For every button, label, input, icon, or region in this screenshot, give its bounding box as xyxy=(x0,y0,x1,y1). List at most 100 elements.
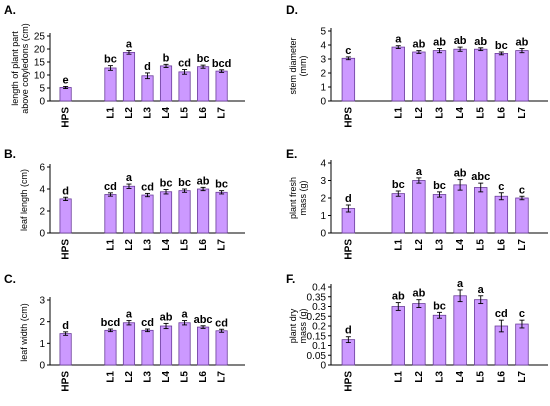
category-label: L5 xyxy=(476,371,487,383)
y-tick-label: 5 xyxy=(39,84,45,95)
panel-letter: E. xyxy=(286,147,297,161)
significance-label: cd xyxy=(141,181,154,193)
significance-label: ab xyxy=(412,288,425,300)
bar xyxy=(59,87,72,102)
y-tick-label: 4 xyxy=(320,41,326,52)
panel-letter: C. xyxy=(4,272,16,286)
significance-label: ab xyxy=(454,168,467,180)
significance-label: bc xyxy=(215,179,228,191)
category-label: L7 xyxy=(217,239,228,251)
significance-label: a xyxy=(416,166,423,178)
category-label: L7 xyxy=(517,239,528,251)
category-label: L1 xyxy=(105,107,116,119)
significance-label: ab xyxy=(412,39,425,51)
significance-label: c xyxy=(519,308,525,320)
bar xyxy=(453,184,467,234)
significance-label: bc xyxy=(433,180,446,192)
category-label: L1 xyxy=(105,239,116,251)
bar xyxy=(412,51,426,102)
significance-label: cd xyxy=(495,308,508,320)
significance-label: c xyxy=(519,184,525,196)
significance-label: bcd xyxy=(212,58,232,70)
significance-label: ab xyxy=(160,311,173,323)
bar xyxy=(391,46,405,102)
significance-label: bc xyxy=(495,40,508,52)
y-tick-label: 15 xyxy=(34,58,46,69)
category-label: L2 xyxy=(124,107,135,119)
category-label: L3 xyxy=(435,239,446,251)
category-label: HPS xyxy=(343,239,354,260)
significance-label: d xyxy=(62,320,69,332)
bar xyxy=(432,50,447,102)
y-tick-label: 0.3 xyxy=(312,302,326,313)
y-axis-label: leaf length (cm) xyxy=(19,169,29,231)
bar xyxy=(159,325,173,366)
category-label: L6 xyxy=(496,239,507,251)
y-tick-label: 4 xyxy=(39,185,45,196)
category-label: L2 xyxy=(414,107,425,119)
y-axis-label: above cotyledons (cm) xyxy=(20,23,30,114)
y-tick-label: 3 xyxy=(320,176,326,187)
y-tick-label: 0 xyxy=(39,229,45,240)
category-label: L7 xyxy=(517,371,528,383)
y-tick-label: 0.25 xyxy=(307,312,327,323)
significance-label: a xyxy=(457,278,464,290)
bar xyxy=(453,48,467,102)
y-tick-label: 0 xyxy=(320,97,326,108)
category-label: L3 xyxy=(143,371,154,383)
bar xyxy=(122,185,136,234)
category-label: L4 xyxy=(455,371,466,383)
category-label: L3 xyxy=(143,239,154,251)
bar xyxy=(391,306,405,366)
y-tick-label: 2 xyxy=(39,207,45,218)
bar xyxy=(341,57,356,102)
bar xyxy=(104,67,117,102)
category-label: L2 xyxy=(124,371,135,383)
y-tick-label: 10 xyxy=(34,71,46,82)
category-label: L3 xyxy=(435,107,446,119)
y-tick-label: 3 xyxy=(320,55,326,66)
significance-label: c xyxy=(345,45,351,57)
bar xyxy=(197,188,210,234)
bar xyxy=(515,50,529,102)
y-tick-label: 25 xyxy=(34,32,46,43)
y-tick-label: 1 xyxy=(39,339,45,350)
bar xyxy=(141,75,154,102)
significance-label: d xyxy=(144,61,151,73)
category-label: L4 xyxy=(455,107,466,119)
significance-label: cd xyxy=(215,317,228,329)
bar xyxy=(159,65,173,102)
y-tick-label: 2 xyxy=(320,194,326,205)
category-label: L4 xyxy=(455,239,466,251)
category-label: L6 xyxy=(198,371,209,383)
bar xyxy=(122,322,136,366)
significance-label: a xyxy=(181,309,188,321)
bar xyxy=(59,333,72,366)
bar xyxy=(453,295,467,366)
significance-label: a xyxy=(126,309,133,321)
category-label: L1 xyxy=(105,371,116,383)
y-axis-label: mass (g) xyxy=(298,180,308,215)
bar xyxy=(432,314,447,366)
bar xyxy=(474,48,488,102)
y-tick-label: 0.15 xyxy=(307,331,327,342)
category-label: L2 xyxy=(414,371,425,383)
bar xyxy=(494,195,509,234)
y-tick-label: 5 xyxy=(320,27,326,38)
category-label: L5 xyxy=(476,239,487,251)
bar xyxy=(215,70,228,102)
y-tick-label: 0.35 xyxy=(307,292,327,303)
category-label: HPS xyxy=(61,371,72,392)
significance-label: bc xyxy=(392,179,405,191)
significance-label: bc xyxy=(197,53,210,65)
category-label: L1 xyxy=(393,371,404,383)
category-label: L1 xyxy=(393,107,404,119)
significance-label: cd xyxy=(141,317,154,329)
category-label: HPS xyxy=(61,107,72,128)
category-label: HPS xyxy=(343,371,354,392)
category-label: L3 xyxy=(435,371,446,383)
y-tick-label: 20 xyxy=(34,45,46,56)
category-label: L6 xyxy=(198,107,209,119)
category-label: HPS xyxy=(343,107,354,128)
